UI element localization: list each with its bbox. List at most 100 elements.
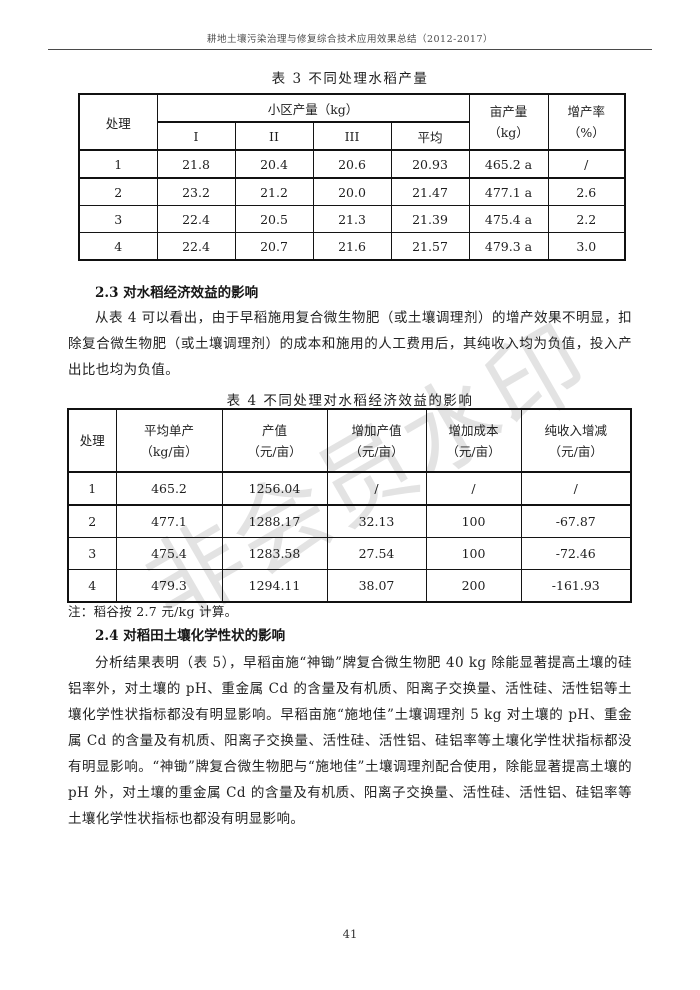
table4-cell: 1294.11 xyxy=(221,569,328,603)
table3-cell: 3 xyxy=(78,205,158,233)
table4-cell: -67.87 xyxy=(520,504,632,538)
table3-row: 1 21.8 20.4 20.6 20.93 465.2 a / xyxy=(78,149,626,179)
table4-header-added-cost-line2: （元/亩） xyxy=(446,443,501,459)
table3-cell: 475.4 a xyxy=(468,205,549,233)
table4-row: 3 475.4 1283.58 27.54 100 -72.46 xyxy=(67,537,632,570)
table4-cell: 1283.58 xyxy=(221,537,328,570)
table4-header-added-value-line2: （元/亩） xyxy=(349,443,404,459)
table4-header-avg-yield: 平均单产 （kg/亩） xyxy=(115,408,223,473)
table4-cell: / xyxy=(425,471,522,506)
table3-cell: 21.2 xyxy=(234,177,314,206)
table3-cell: 21.6 xyxy=(312,232,392,261)
table4-footnote: 注：稻谷按 2.7 元/kg 计算。 xyxy=(68,604,238,619)
table3-header-plot-yield: 小区产量（kg） xyxy=(156,93,470,123)
table4-cell: 4 xyxy=(67,569,117,603)
table4-cell: 479.3 xyxy=(115,569,223,603)
table4-header-output-value-line1: 产值 xyxy=(261,422,287,438)
table3-cell: 21.57 xyxy=(390,232,470,261)
table3-row: 3 22.4 20.5 21.3 21.39 475.4 a 2.2 xyxy=(78,205,626,233)
table3-header-increase-rate-line1: 增产率 xyxy=(567,104,606,119)
table3-cell: 465.2 a xyxy=(468,149,549,179)
table4-header-net-income-line2: （元/亩） xyxy=(548,443,603,459)
table4-cell: 200 xyxy=(425,569,522,603)
table4-row: 1 465.2 1256.04 / / / xyxy=(67,471,632,506)
table4-cell: 100 xyxy=(425,504,522,538)
table4-header-net-income: 纯收入增减 （元/亩） xyxy=(520,408,632,473)
table3-cell: 20.5 xyxy=(234,205,314,233)
table4-cell: -72.46 xyxy=(520,537,632,570)
table3-row: 4 22.4 20.7 21.6 21.57 479.3 a 3.0 xyxy=(78,232,626,261)
table4-row: 4 479.3 1294.11 38.07 200 -161.93 xyxy=(67,569,632,603)
table4-cell: 2 xyxy=(67,504,117,538)
section-2-3-paragraph: 从表 4 可以看出，由于早稻施用复合微生物肥（或土壤调理剂）的增产效果不明显，扣… xyxy=(68,310,632,378)
table4-header-row: 处理 平均单产 （kg/亩） 产值 （元/亩） 增加产值 （元/亩） 增加成本 … xyxy=(67,408,632,473)
table4-cell: 100 xyxy=(425,537,522,570)
table3-cell: 21.39 xyxy=(390,205,470,233)
table3-header-row2: I II III 平均 xyxy=(79,121,625,151)
table4-cell: -161.93 xyxy=(520,569,632,603)
table3-cell: 20.4 xyxy=(234,149,314,179)
table4-header-added-value-line1: 增加产值 xyxy=(351,422,402,438)
table4-row: 2 477.1 1288.17 32.13 100 -67.87 xyxy=(67,504,632,538)
table3-cell: 22.4 xyxy=(156,205,236,233)
table3-cell: 1 xyxy=(78,149,158,179)
table3-subheader-3: III xyxy=(312,121,392,151)
table4-cell: / xyxy=(520,471,632,506)
table3-header-mu-yield: 亩产量 （kg） xyxy=(468,93,549,151)
table3-cell: 20.93 xyxy=(390,149,470,179)
table3-subheader-1: I xyxy=(156,121,236,151)
table3-title: 表 3 不同处理水稻产量 xyxy=(271,71,429,87)
table4-header-added-value: 增加产值 （元/亩） xyxy=(326,408,427,473)
table3-header-treatment: 处理 xyxy=(78,93,158,151)
table3-header-increase-rate: 增产率 （%） xyxy=(547,93,626,151)
table3-cell: 20.7 xyxy=(234,232,314,261)
table3-header-increase-rate-line2: （%） xyxy=(567,125,605,140)
table4-header-avg-yield-line2: （kg/亩） xyxy=(140,443,198,459)
section-2-3-heading: 2.3 对水稻经济效益的影响 xyxy=(95,285,259,301)
table3-subheader-2: II xyxy=(234,121,314,151)
table3-cell: 2 xyxy=(78,177,158,206)
table4-header-output-value-line2: （元/亩） xyxy=(247,443,302,459)
table3-cell: 21.47 xyxy=(390,177,470,206)
table3-cell: 20.0 xyxy=(312,177,392,206)
table3-cell: 2.6 xyxy=(547,177,626,206)
table3-cell: 477.1 a xyxy=(468,177,549,206)
table3-cell: 21.8 xyxy=(156,149,236,179)
table4-title: 表 4 不同处理对水稻经济效益的影响 xyxy=(226,393,474,409)
table4-cell: 1288.17 xyxy=(221,504,328,538)
table3-cell: 2.2 xyxy=(547,205,626,233)
table3-rice-yield: 处理 小区产量（kg） 亩产量 （kg） 增产率 （%） I II III 平均… xyxy=(78,93,627,261)
section-2-4-heading: 2.4 对稻田土壤化学性状的影响 xyxy=(95,628,286,644)
table3-cell: 23.2 xyxy=(156,177,236,206)
running-head: 耕地土壤污染治理与修复综合技术应用效果总结（2012-2017） xyxy=(48,31,652,50)
section-2-4-paragraph: 分析结果表明（表 5），早稻亩施“神锄”牌复合微生物肥 40 kg 除能显著提高… xyxy=(68,655,632,827)
table4-cell: 3 xyxy=(67,537,117,570)
table3-cell: 479.3 a xyxy=(468,232,549,261)
table3-cell: 3.0 xyxy=(547,232,626,261)
table4-cell: 1 xyxy=(67,471,117,506)
table3-header-mu-yield-line2: （kg） xyxy=(488,125,529,140)
table4-header-added-cost: 增加成本 （元/亩） xyxy=(425,408,522,473)
table3-subheader-avg: 平均 xyxy=(390,121,470,151)
table3-cell: / xyxy=(547,149,626,179)
table4-header-avg-yield-line1: 平均单产 xyxy=(143,422,194,438)
table3-cell: 20.6 xyxy=(312,149,392,179)
table4-economic-benefit: 处理 平均单产 （kg/亩） 产值 （元/亩） 增加产值 （元/亩） 增加成本 … xyxy=(67,408,632,603)
table3-cell: 21.3 xyxy=(312,205,392,233)
table4-cell: 1256.04 xyxy=(221,471,328,506)
table4-header-net-income-line1: 纯收入增减 xyxy=(544,422,607,438)
table4-cell: 465.2 xyxy=(115,471,223,506)
table4-header-treatment: 处理 xyxy=(67,408,117,473)
table3-cell: 22.4 xyxy=(156,232,236,261)
table4-header-output-value: 产值 （元/亩） xyxy=(221,408,328,473)
table4-cell: 27.54 xyxy=(326,537,427,570)
table3-header-mu-yield-line1: 亩产量 xyxy=(489,104,528,119)
table4-cell: 475.4 xyxy=(115,537,223,570)
table4-header-added-cost-line1: 增加成本 xyxy=(448,422,499,438)
table3-cell: 4 xyxy=(78,232,158,261)
table4-cell: / xyxy=(326,471,427,506)
table4-cell: 38.07 xyxy=(326,569,427,603)
table4-cell: 32.13 xyxy=(326,504,427,538)
table4-cell: 477.1 xyxy=(115,504,223,538)
